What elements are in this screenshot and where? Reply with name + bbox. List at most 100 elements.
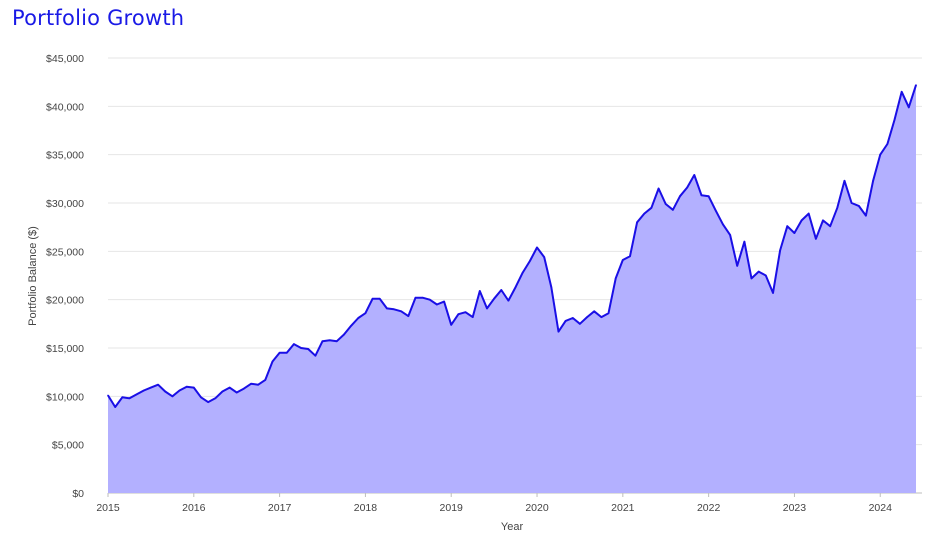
y-tick-label: $25,000 <box>46 246 84 258</box>
data-point <box>257 383 260 386</box>
x-axis-ticks: 2015 2016 2017 2018 2019 2020 2021 2022 2023 2024 <box>96 493 892 514</box>
data-point <box>629 255 631 257</box>
data-point <box>471 316 474 318</box>
data-point <box>457 313 460 316</box>
y-tick-label: $15,000 <box>46 343 84 355</box>
data-point <box>572 317 574 319</box>
data-point <box>193 386 195 389</box>
data-point <box>908 106 910 109</box>
data-point <box>872 180 874 182</box>
data-point <box>757 270 760 273</box>
data-point <box>264 379 267 381</box>
data-point <box>278 352 281 354</box>
data-point <box>579 323 581 325</box>
data-point <box>607 312 610 315</box>
data-point <box>200 396 202 399</box>
data-point <box>614 277 617 280</box>
data-point <box>636 221 638 224</box>
data-point <box>829 225 831 227</box>
data-point <box>793 232 796 234</box>
data-point <box>357 317 360 319</box>
data-point <box>700 194 703 197</box>
data-point <box>243 387 245 390</box>
data-point <box>879 153 881 156</box>
area-fill <box>108 85 916 493</box>
data-point <box>765 274 767 277</box>
x-tick-label: 2018 <box>354 502 378 514</box>
data-point <box>350 325 352 327</box>
data-point <box>736 265 738 267</box>
data-point <box>500 289 503 291</box>
data-point <box>722 223 724 226</box>
data-point <box>593 310 595 313</box>
data-point <box>843 180 846 182</box>
data-point <box>672 209 674 211</box>
data-point <box>364 312 367 315</box>
data-point <box>893 119 896 121</box>
x-tick-label: 2024 <box>869 502 893 514</box>
data-point <box>479 290 481 292</box>
data-point <box>307 348 310 350</box>
data-point <box>328 339 331 342</box>
data-point <box>221 390 224 393</box>
data-point <box>436 303 438 306</box>
data-point <box>443 300 445 303</box>
data-point <box>336 340 338 343</box>
data-point <box>314 354 317 357</box>
data-point <box>693 174 696 176</box>
data-point <box>836 207 839 209</box>
data-point <box>493 297 495 300</box>
data-point <box>321 340 324 343</box>
x-tick-label: 2015 <box>96 502 120 514</box>
data-point <box>779 249 781 252</box>
data-point <box>429 298 431 301</box>
data-point <box>786 225 789 227</box>
y-tick-label: $40,000 <box>46 101 84 113</box>
y-tick-label: $0 <box>72 488 84 500</box>
data-point <box>250 383 252 385</box>
y-axis-label: Portfolio Balance ($) <box>27 226 39 326</box>
data-point <box>185 385 188 388</box>
data-point <box>207 401 209 403</box>
data-point <box>343 333 345 336</box>
area-layer <box>107 84 917 493</box>
data-point <box>865 214 867 217</box>
data-point <box>486 307 488 310</box>
data-point <box>171 395 174 398</box>
data-point <box>514 286 517 288</box>
data-point <box>772 292 774 294</box>
data-point <box>550 286 553 288</box>
data-point <box>121 396 124 399</box>
y-tick-label: $20,000 <box>46 295 84 307</box>
data-point <box>750 277 753 280</box>
x-tick-label: 2017 <box>268 502 292 514</box>
data-point <box>178 389 181 392</box>
data-point <box>228 386 231 389</box>
data-point <box>143 389 145 392</box>
data-point <box>128 397 131 400</box>
series-line <box>107 84 917 408</box>
data-point <box>235 391 238 394</box>
data-point <box>900 91 903 93</box>
data-point <box>686 186 688 189</box>
x-tick-label: 2023 <box>783 502 807 514</box>
data-point <box>400 310 403 313</box>
data-point <box>707 195 710 197</box>
data-point <box>507 299 510 302</box>
data-point <box>421 296 424 299</box>
data-point <box>800 219 803 222</box>
data-point <box>293 343 295 345</box>
data-point <box>114 406 116 408</box>
data-point <box>729 234 731 236</box>
y-axis-ticks: $0 $5,000 $10,000 $15,000 $20,000 $25,000 $30,… <box>46 53 84 500</box>
data-point <box>715 209 717 212</box>
data-point <box>543 256 545 258</box>
y-tick-label: $10,000 <box>46 391 84 403</box>
data-point <box>135 393 138 396</box>
data-point <box>679 195 681 197</box>
data-point <box>815 238 817 240</box>
y-tick-label: $30,000 <box>46 198 84 210</box>
data-point <box>622 259 624 261</box>
y-tick-label: $35,000 <box>46 150 84 162</box>
